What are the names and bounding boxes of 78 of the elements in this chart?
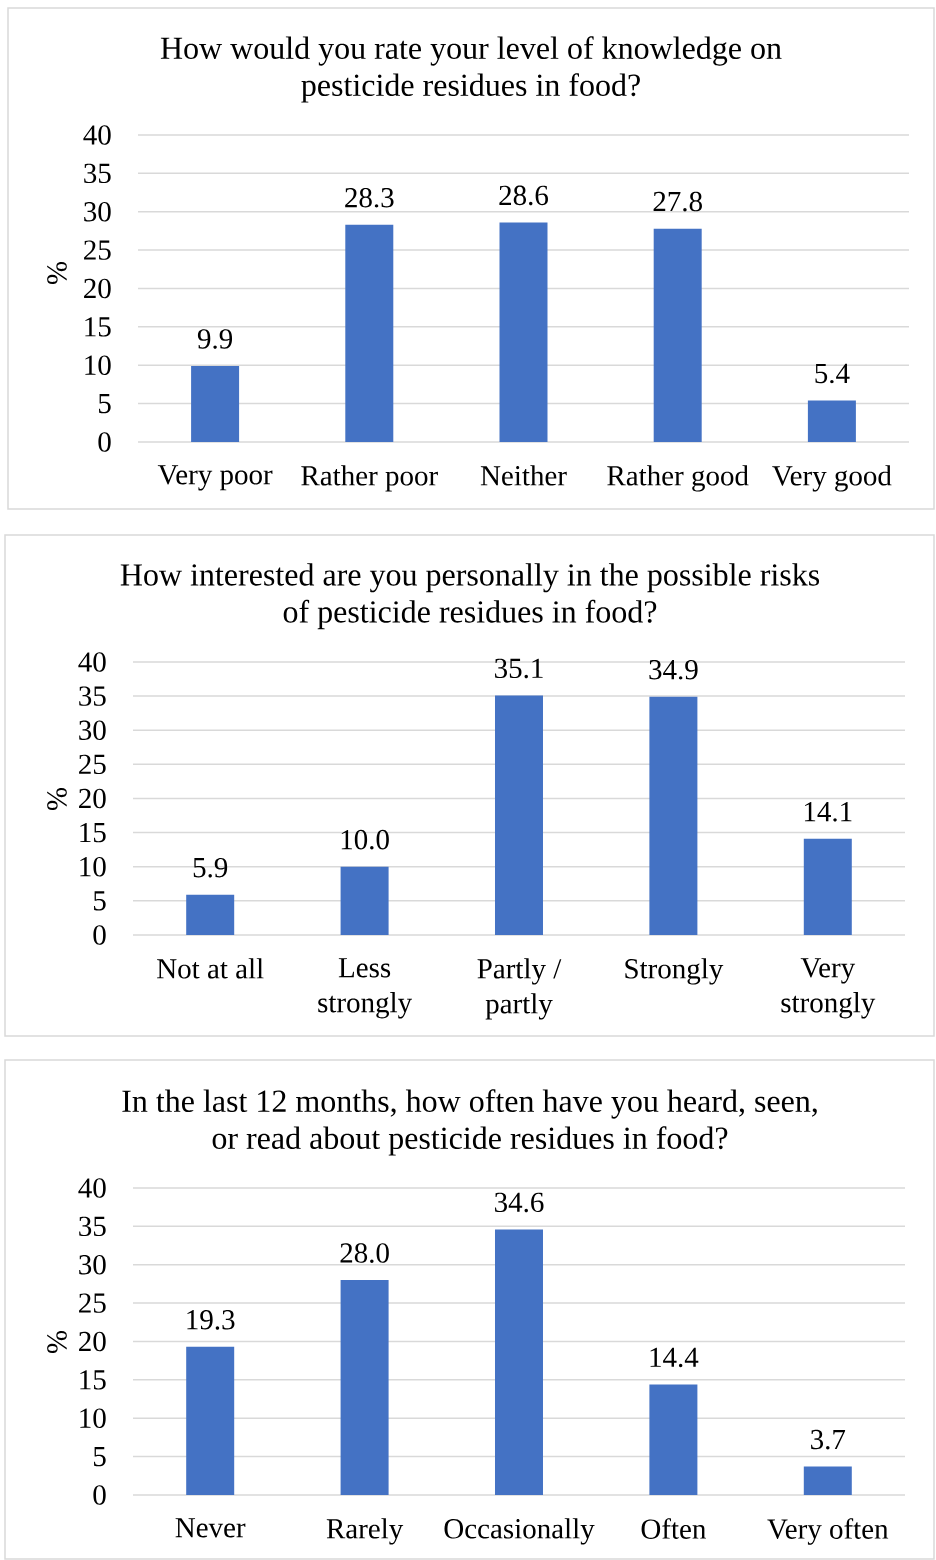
bar (803, 838, 852, 935)
data-label: 28.0 (340, 1243, 389, 1263)
y-tick-label: 15 (80, 822, 106, 843)
bar (340, 866, 389, 935)
data-label: 34.6 (495, 1192, 544, 1213)
bar (649, 696, 698, 935)
bar (803, 1466, 852, 1495)
bar (186, 1346, 235, 1495)
data-label: 9.9 (197, 329, 233, 349)
bar (191, 366, 240, 442)
y-tick-label: 10 (85, 355, 111, 376)
y-tick-label: 5 (98, 393, 111, 414)
y-tick-label: 20 (79, 788, 106, 809)
x-tick-label: Rarely (326, 1518, 404, 1545)
y-tick-label: 5 (93, 1446, 106, 1467)
x-tick-label: Not at all (157, 958, 264, 979)
y-tick-label: 30 (79, 720, 106, 741)
y-tick-label: 5 (93, 891, 106, 911)
y-tick-label: 25 (84, 240, 111, 260)
data-label: 34.9 (649, 659, 698, 680)
x-tick-label: Very often (767, 1518, 889, 1545)
x-tick-label: Less strongly (318, 958, 413, 1019)
data-label: 35.1 (495, 658, 543, 679)
y-tick-label: 20 (84, 278, 111, 299)
y-axis-title: % (47, 787, 67, 811)
x-tick-label: Rather good (607, 465, 749, 492)
chart-title: How would you rate your level of knowledge on pesticide residues in food? (160, 36, 782, 103)
bar (653, 228, 702, 442)
y-tick-label: 25 (79, 754, 106, 775)
bar (345, 224, 394, 442)
bar (186, 894, 235, 935)
data-label: 19.3 (187, 1310, 235, 1330)
chart-title: How interested are you personally in the possible risks of pesticide residues in food? (120, 563, 820, 630)
x-tick-label: Strongly (625, 958, 724, 985)
bar (499, 222, 548, 442)
y-tick-label: 0 (93, 1485, 106, 1505)
bar (807, 400, 856, 442)
y-tick-label: 30 (84, 201, 111, 222)
data-label: 5.4 (815, 363, 850, 384)
bar (495, 695, 543, 935)
chart-title: In the last 12 months, how often have you heard, seen, or read about pesticide residues in food? (122, 1089, 817, 1156)
data-label: 27.8 (653, 191, 702, 212)
bar (495, 1229, 543, 1495)
data-label: 5.9 (193, 857, 228, 878)
data-label: 14.4 (650, 1347, 699, 1368)
data-label: 28.3 (345, 187, 394, 208)
y-tick-label: 35 (84, 163, 111, 184)
x-tick-label: Neither (480, 465, 567, 486)
x-tick-label: Very good (772, 465, 892, 492)
y-tick-label: 40 (78, 652, 106, 672)
data-label: 28.6 (499, 185, 548, 206)
y-tick-label: 10 (80, 856, 106, 877)
y-tick-label: 20 (79, 1331, 106, 1352)
y-tick-label: 15 (85, 317, 111, 337)
y-tick-label: 0 (93, 925, 106, 945)
bar (340, 1280, 389, 1495)
y-tick-label: 35 (79, 1216, 106, 1237)
x-tick-label: Very strongly (781, 958, 876, 1019)
x-tick-label: Often (641, 1518, 706, 1539)
y-tick-label: 10 (80, 1408, 106, 1429)
x-tick-label: Occasionally (444, 1518, 595, 1545)
x-tick-label: Partly / partly (477, 958, 562, 1020)
bar (649, 1384, 698, 1495)
y-tick-label: 15 (80, 1370, 106, 1390)
y-tick-label: 0 (98, 432, 111, 452)
y-axis-title: % (47, 261, 67, 285)
x-tick-label: Very poor (157, 465, 273, 491)
data-label: 10.0 (341, 829, 389, 850)
y-tick-label: 30 (79, 1254, 106, 1275)
x-tick-label: Rather poor (301, 465, 438, 492)
data-label: 14.1 (804, 802, 852, 822)
data-label: 3.7 (811, 1429, 846, 1450)
y-tick-label: 40 (78, 1178, 106, 1198)
y-axis-title: % (47, 1330, 67, 1354)
y-tick-label: 25 (79, 1293, 106, 1313)
x-tick-label: Never (175, 1518, 246, 1538)
y-tick-label: 35 (79, 686, 106, 706)
y-tick-label: 40 (83, 125, 111, 145)
